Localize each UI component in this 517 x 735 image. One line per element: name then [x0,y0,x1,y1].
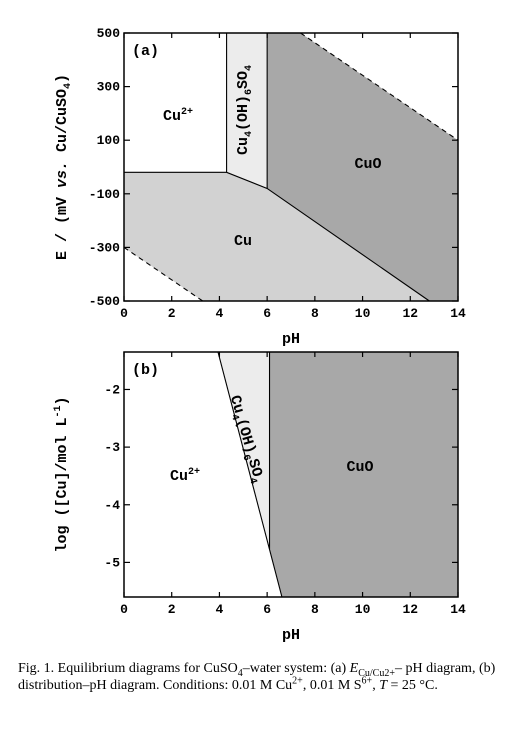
x-tick-label: 8 [311,306,319,321]
caption-part: 2+ [292,675,303,687]
text-part: Cu [226,393,247,415]
caption-part: Fig. 1. Equilibrium diagrams for CuSO [18,661,238,676]
y-tick-label: -5 [104,555,120,570]
x-tick-label: 8 [311,602,319,617]
text-part: E / (mV [54,188,71,260]
boundary [217,351,283,598]
text-part: 6 [239,454,251,463]
text-part: 4 [244,65,255,71]
region-label: Cu [234,233,252,250]
x-tick-label: 2 [168,602,176,617]
y-tick-label: 500 [97,26,121,41]
text-part: 4 [63,83,74,89]
text-part: ) [54,74,71,83]
caption-part: , [372,678,380,693]
caption-part: E [349,661,359,676]
text-part: (OH) [235,95,252,131]
x-axis-label: pH [282,627,300,644]
caption-part: 4 [237,667,243,679]
x-tick-label: 4 [216,306,224,321]
x-tick-label: 6 [263,306,271,321]
region-label: Cu2+ [163,107,193,125]
text-part: ) [54,396,71,405]
region [124,33,227,173]
text-part: Cu [235,137,252,155]
x-axis-label: pH [282,331,300,348]
x-tick-label: 14 [450,602,466,617]
region-label: CuO [354,156,381,173]
caption: Fig. 1. Equilibrium diagrams for CuSO4–w… [18,660,503,694]
text-part: 6 [244,89,255,95]
x-tick-label: 12 [402,306,418,321]
caption-part: , 0.01 M S [302,678,362,693]
y-tick-label: -100 [89,187,120,202]
text-part: Cu [163,108,181,125]
x-tick-label: 10 [355,602,371,617]
text-part: SO [235,71,252,89]
text-part: 4 [244,131,255,137]
caption-part: 6+ [361,675,373,687]
text-part: SO [244,457,265,479]
text-part: CuO [346,459,373,476]
x-tick-label: 6 [263,602,271,617]
x-tick-label: 14 [450,306,466,321]
text-part: 4 [246,477,258,486]
y-tick-label: -300 [89,240,120,255]
x-tick-label: 10 [355,306,371,321]
x-tick-label: 0 [120,602,128,617]
y-tick-label: -4 [104,498,120,513]
boundary [124,171,430,302]
caption-part: T [379,678,387,693]
y-tick-label: 300 [97,80,121,95]
text-part: vs. [54,161,71,188]
plot-frame [123,32,459,302]
region-label: Cu2+ [170,467,200,485]
x-tick-label: 2 [168,306,176,321]
region [124,352,282,597]
y-tick-label: -3 [104,440,120,455]
panel-label: (b) [132,362,159,379]
text-part: 2+ [188,467,200,478]
y-tick-label: -500 [89,294,120,309]
y-tick-label: 100 [97,133,121,148]
x-tick-label: 0 [120,306,128,321]
x-tick-label: 12 [402,602,418,617]
boundary [123,246,204,302]
y-tick-label: -2 [104,382,120,397]
region-label: CuO [346,459,373,476]
caption-part: Cu/Cu2+ [358,667,395,679]
plot-frame [123,351,459,598]
text-part: 2+ [181,107,193,118]
region [269,352,458,597]
text-part: -1 [53,405,64,417]
x-tick-label: 4 [216,602,224,617]
region [226,33,268,189]
caption-part: = 25 °C. [386,678,438,693]
caption-part: – pH diagram, (b) distribution–pH diagra… [18,661,496,693]
text-part: Cu/CuSO [54,89,71,161]
text-part: Cu [234,233,252,250]
y-axis-label: log ([Cu]/mol L-1) [53,396,71,552]
text-part: CuO [354,156,381,173]
y-axis-label: E / (mV vs. Cu/CuSO4) [54,74,74,260]
region-label: Cu4(OH)6SO4 [235,65,255,155]
text-part: 4 [228,413,240,422]
boundary [300,32,459,141]
caption-part: –water system: (a) [242,661,350,676]
panel-label: (a) [132,43,159,60]
text-part: log ([Cu]/mol L [54,418,71,553]
region [124,172,430,301]
text-part: Cu [170,468,188,485]
region [267,33,458,301]
